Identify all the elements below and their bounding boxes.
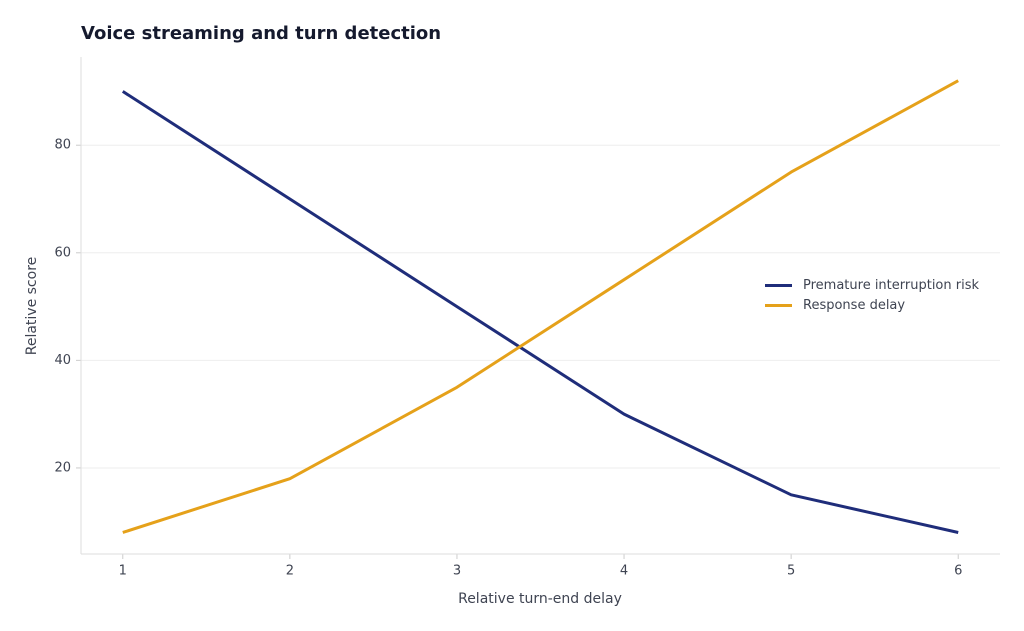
y-tick-label: 20 — [54, 460, 71, 475]
y-axis-label: Relative score — [24, 257, 40, 356]
legend-label: Premature interruption risk — [803, 278, 979, 293]
x-tick-label: 1 — [119, 564, 127, 579]
x-tick-label: 2 — [286, 564, 294, 579]
y-tick-label: 80 — [54, 138, 71, 153]
y-tick-label: 60 — [54, 245, 71, 260]
series-line — [122, 79, 959, 534]
legend-label: Response delay — [803, 298, 905, 313]
x-tick-label: 6 — [954, 564, 962, 579]
y-tick-label: 40 — [54, 353, 71, 368]
x-tick-label: 5 — [787, 564, 795, 579]
x-axis-label: Relative turn-end delay — [458, 591, 622, 607]
chart-title: Voice streaming and turn detection — [81, 23, 441, 44]
x-tick-label: 3 — [453, 564, 461, 579]
series-line — [121, 90, 959, 534]
x-tick-label: 4 — [620, 564, 628, 579]
